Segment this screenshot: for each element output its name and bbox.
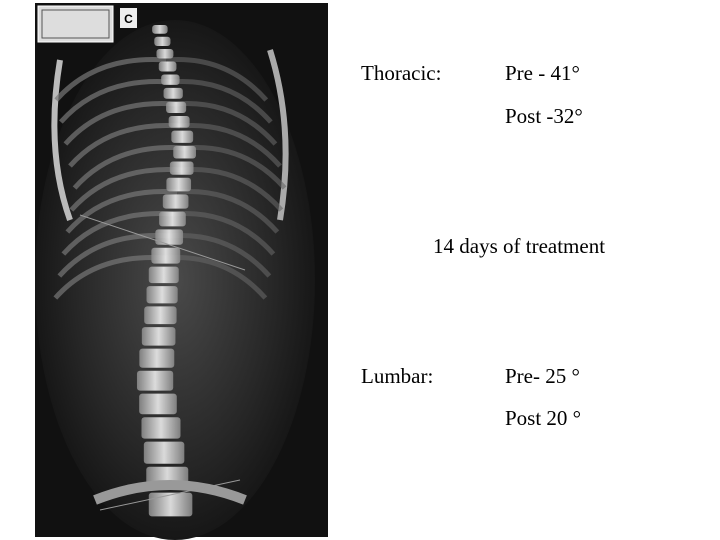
xray-vertebra <box>152 25 168 34</box>
xray-vertebra <box>141 327 176 346</box>
xray-image: C <box>35 3 328 540</box>
xray-rib <box>166 57 269 102</box>
xray-arm <box>51 59 73 222</box>
thoracic-post: Post -32° <box>505 104 583 128</box>
xray-rib <box>57 233 170 278</box>
xray-vertebra <box>154 36 171 46</box>
xray-vertebra <box>139 393 177 415</box>
lumbar-label: Lumbar: <box>361 364 433 388</box>
cobb-line <box>99 479 241 511</box>
xray-ribs <box>53 57 287 300</box>
xray-vertebra <box>162 194 189 209</box>
xray-vertebra <box>139 348 175 368</box>
xray-rib <box>173 211 276 256</box>
xray-rib <box>181 167 284 212</box>
xray-vertebra <box>136 370 174 391</box>
xray-rib <box>175 101 278 146</box>
xray-marker-box <box>120 8 137 28</box>
xray-vertebra <box>159 211 186 227</box>
xray-id-label-box <box>41 9 110 39</box>
xray-vertebra <box>143 441 185 464</box>
cobb-line <box>79 214 246 271</box>
xray-rib <box>170 79 273 124</box>
xray-vertebra <box>169 161 194 175</box>
xray-rib <box>61 211 174 256</box>
xray-vertebra <box>163 87 183 99</box>
xray-rib <box>72 145 185 190</box>
xray-vertebra <box>166 177 192 192</box>
xray-rib <box>58 79 172 124</box>
lumbar-pre: Pre- 25 ° <box>505 364 580 388</box>
xray-rib <box>53 255 166 300</box>
xray-vertebra <box>155 229 184 245</box>
xray-vertebra <box>148 492 193 517</box>
xray-rib <box>65 189 178 234</box>
xray-vertebra <box>146 286 178 304</box>
xray-rib <box>177 189 280 234</box>
xray-id-label <box>37 5 114 43</box>
xray-rib <box>179 123 282 168</box>
xray-rib <box>184 145 287 190</box>
treatment-note: 14 days of treatment <box>433 234 605 258</box>
xray-rib <box>69 167 182 212</box>
xray-vertebra <box>158 61 177 72</box>
xray-spine <box>136 25 196 517</box>
xray-rib <box>63 101 176 146</box>
xray-vertebra <box>156 48 174 59</box>
xray-vertebra <box>151 247 181 264</box>
xray-rib <box>68 123 181 168</box>
xray-vertebra <box>141 417 181 439</box>
xray-marker: C <box>124 12 133 26</box>
thoracic-pre: Pre - 41° <box>505 61 580 85</box>
xray-vertebra <box>144 306 177 325</box>
xray-arm <box>267 49 289 221</box>
xray-vertebra <box>168 115 190 128</box>
xray-vertebra <box>166 101 187 113</box>
xray-vertebra <box>171 130 194 143</box>
lumbar-post: Post 20 ° <box>505 406 581 430</box>
xray-vertebra <box>148 266 179 284</box>
xray-rib <box>54 57 167 102</box>
xray-vertebra <box>173 145 196 159</box>
thoracic-label: Thoracic: <box>361 61 441 85</box>
xray-vertebra <box>161 74 180 85</box>
xray-pelvis <box>93 480 247 505</box>
